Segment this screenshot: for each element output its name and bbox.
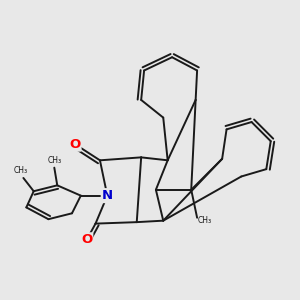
Text: O: O (69, 138, 80, 151)
Text: N: N (102, 189, 113, 202)
Text: CH₃: CH₃ (197, 216, 212, 225)
Text: O: O (81, 233, 92, 246)
Text: CH₃: CH₃ (47, 156, 62, 165)
Text: CH₃: CH₃ (14, 166, 28, 175)
